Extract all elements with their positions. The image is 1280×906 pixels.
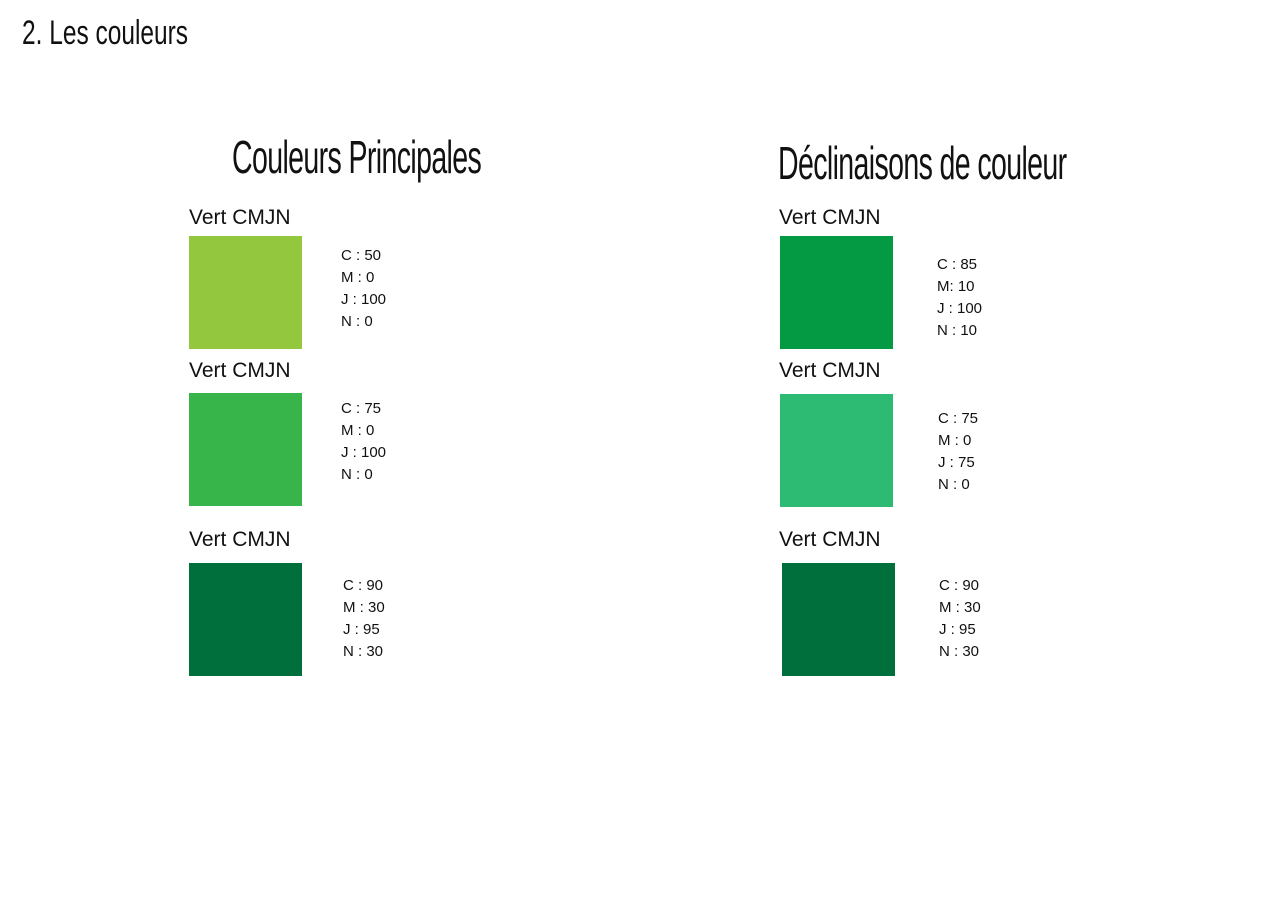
- cmyk-value: N : 0: [938, 476, 970, 493]
- cmyk-value: C : 75: [938, 410, 979, 427]
- cmyk-value: J : 95: [939, 621, 976, 638]
- color-swatch: [189, 236, 302, 349]
- cmyk-value: M : 0: [938, 432, 972, 449]
- page-title: 2. Les couleurs: [22, 14, 189, 52]
- cmyk-value: M : 30: [939, 599, 981, 616]
- column-heading: Déclinaisons de couleur: [778, 137, 1067, 189]
- cmyk-value: M: 10: [937, 278, 975, 295]
- cmyk-value: J : 100: [937, 300, 983, 317]
- swatch-label: Vert CMJN: [189, 359, 291, 382]
- cmyk-value: N : 30: [939, 643, 980, 660]
- cmyk-value: M : 0: [341, 422, 375, 439]
- swatch-label: Vert CMJN: [779, 359, 881, 382]
- cmyk-value: J : 100: [341, 291, 387, 308]
- swatch-label: Vert CMJN: [779, 206, 881, 229]
- cmyk-value: N : 0: [341, 313, 373, 330]
- column-heading: Couleurs Principales: [232, 131, 482, 183]
- cmyk-value: M : 30: [343, 599, 385, 616]
- swatch-label: Vert CMJN: [189, 206, 291, 229]
- swatch-label: Vert CMJN: [779, 528, 881, 551]
- swatch-label: Vert CMJN: [189, 528, 291, 551]
- cmyk-value: J : 100: [341, 444, 387, 461]
- cmyk-value: C : 50: [341, 247, 382, 264]
- color-swatch: [780, 394, 893, 507]
- color-swatch: [780, 236, 893, 349]
- cmyk-value: N : 10: [937, 322, 978, 339]
- color-swatch: [189, 393, 302, 506]
- cmyk-value: C : 90: [343, 577, 384, 594]
- cmyk-value: N : 30: [343, 643, 384, 660]
- color-swatch: [189, 563, 302, 676]
- cmyk-value: J : 75: [938, 454, 975, 471]
- cmyk-value: C : 85: [937, 256, 978, 273]
- cmyk-value: J : 95: [343, 621, 380, 638]
- color-swatch: [782, 563, 895, 676]
- cmyk-value: M : 0: [341, 269, 375, 286]
- cmyk-value: C : 90: [939, 577, 980, 594]
- cmyk-value: C : 75: [341, 400, 382, 417]
- cmyk-value: N : 0: [341, 466, 373, 483]
